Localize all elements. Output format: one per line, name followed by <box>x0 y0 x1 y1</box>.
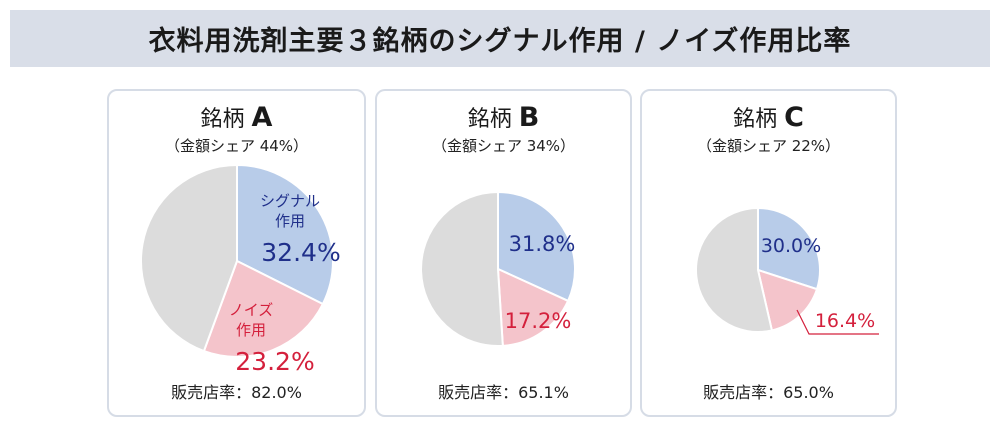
brand-b-slice-other <box>420 190 504 347</box>
brand-c-noise-leader-line <box>796 309 879 335</box>
brand-a-slice-noise <box>202 259 325 358</box>
brand-b-letter: B <box>518 102 540 133</box>
brand-b-pie-chart: 31.8% 17.2% <box>420 190 576 347</box>
brand-a-signal-label: 32.4% <box>261 238 340 267</box>
brand-b-share: （金額シェア 34%） <box>431 137 576 155</box>
brand-a-name: 銘柄 A <box>109 101 364 133</box>
brand-b-signal-label: 31.8% <box>509 232 576 256</box>
brand-c-card: 銘柄 C （金額シェア 22%） 30.0% 16.4% 販売店率：65.0% <box>640 89 897 417</box>
brand-c-prefix: 銘柄 <box>733 107 778 132</box>
brand-c-noise-label: 16.4% <box>815 310 875 332</box>
brand-c-slice-other <box>694 206 774 333</box>
brand-b-slice-noise <box>496 267 570 347</box>
brand-a-sales-rate: 販売店率：82.0% <box>171 383 302 402</box>
brand-a-pie-chart: シグナル 作用 32.4% ノイズ 作用 23.2% <box>140 163 341 376</box>
title-bar: 衣料用洗剤主要３銘柄のシグナル作用 / ノイズ作用比率 <box>10 10 990 67</box>
chart-title: 衣料用洗剤主要３銘柄のシグナル作用 / ノイズ作用比率 <box>148 26 852 57</box>
brand-c-sales-rate: 販売店率：65.0% <box>703 383 834 402</box>
brand-c-pie-chart: 30.0% 16.4% <box>694 206 879 335</box>
brand-a-noise-label: 23.2% <box>235 347 314 376</box>
brand-c-signal-label: 30.0% <box>761 235 821 257</box>
brand-a-prefix: 銘柄 <box>200 107 245 132</box>
brand-b-card: 銘柄 B （金額シェア 34%） 31.8% 17.2% 販売店率：65.1% <box>375 89 632 417</box>
brand-c-slice-signal <box>757 206 822 291</box>
brand-a-noise-name-line1: ノイズ <box>229 301 274 319</box>
brand-a-share: （金額シェア 44%） <box>164 137 309 155</box>
brand-b-sales-rate: 販売店率：65.1% <box>438 383 569 402</box>
brand-a-letter: A <box>251 102 273 133</box>
brand-a-slice-other <box>140 163 238 353</box>
brand-b-prefix: 銘柄 <box>467 107 512 132</box>
brand-b-slice-signal <box>497 190 576 303</box>
brand-a-noise-name-line2: 作用 <box>236 321 266 339</box>
brand-b-noise-label: 17.2% <box>505 309 572 333</box>
brand-b-name: 銘柄 B <box>377 101 630 133</box>
brand-a-signal-name-line1: シグナル <box>260 192 320 210</box>
brand-a-slice-signal <box>236 163 334 306</box>
brand-c-share: （金額シェア 22%） <box>696 137 841 155</box>
brand-a-card: 銘柄 A （金額シェア 44%） シグナル 作用 32.4% ノイズ 作用 23… <box>107 89 366 417</box>
brand-a-signal-name-line2: 作用 <box>275 212 305 230</box>
brand-c-name: 銘柄 C <box>642 101 895 133</box>
brand-c-letter: C <box>784 102 804 133</box>
